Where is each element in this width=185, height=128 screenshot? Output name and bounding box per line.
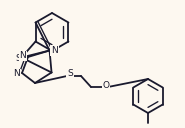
Text: N: N [20,51,26,61]
Text: N: N [51,46,58,55]
Text: N: N [14,70,20,78]
Text: S: S [67,70,73,78]
Text: S: S [16,54,21,63]
Text: O: O [102,82,110,90]
